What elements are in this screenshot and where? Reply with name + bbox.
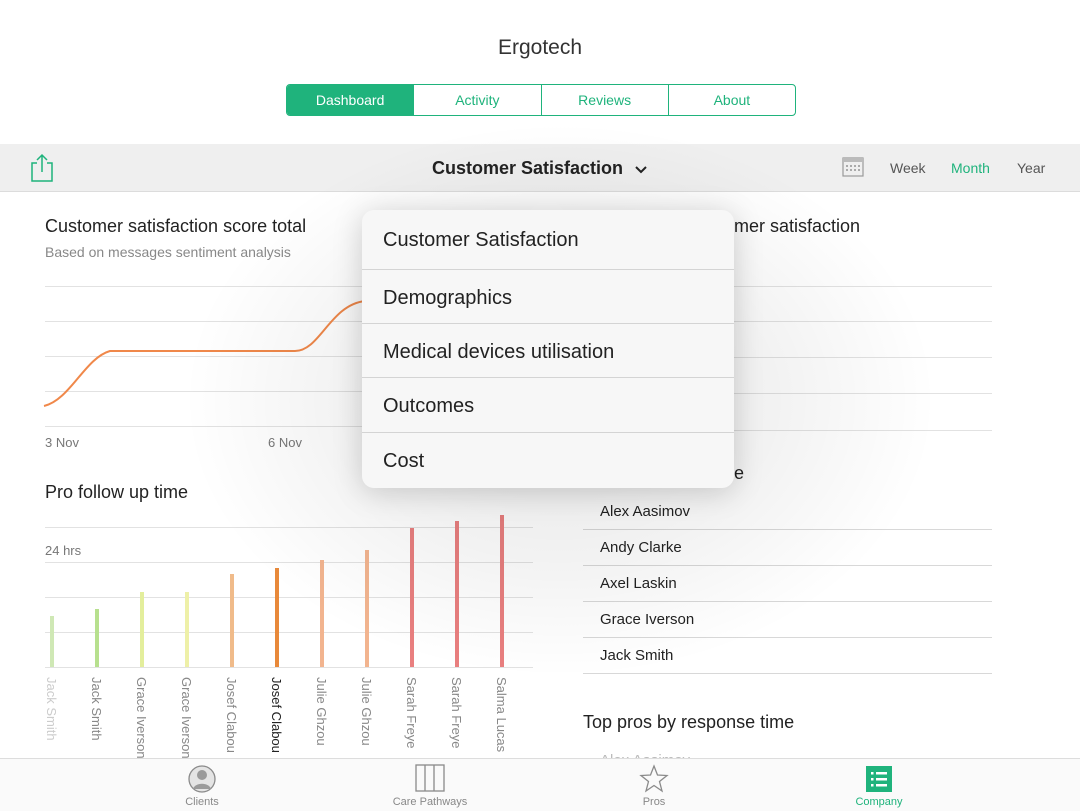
bar-label: Julie Ghzou xyxy=(314,677,329,746)
list-item[interactable]: Grace Iverson xyxy=(583,602,992,638)
grid-line xyxy=(734,393,992,394)
list-item-name: Jack Smith xyxy=(600,647,673,664)
list-item-name: Andy Clarke xyxy=(600,539,682,556)
grid-line xyxy=(45,667,533,668)
bar-label: Sarah Freye xyxy=(449,677,464,749)
toolbar-title[interactable]: Customer Satisfaction xyxy=(0,158,1080,180)
grid-line xyxy=(45,597,533,598)
tab-activity[interactable]: Activity xyxy=(413,85,540,115)
tab-reviews[interactable]: Reviews xyxy=(540,85,668,115)
menu-item-cost[interactable]: Cost xyxy=(362,433,734,487)
chevron-down-icon xyxy=(634,159,648,180)
followup-bar xyxy=(455,521,459,667)
period-week[interactable]: Week xyxy=(890,160,926,176)
dropdown-menu: Customer Satisfaction Demographics Medic… xyxy=(362,210,734,488)
care-pathways-icon xyxy=(415,764,445,792)
bar-label: Jack Smith xyxy=(44,677,59,741)
menu-item-demographics[interactable]: Demographics xyxy=(362,270,734,324)
score-line-chart xyxy=(43,300,366,407)
tabbar-care-pathways[interactable]: Care Pathways xyxy=(340,758,520,810)
menu-item-customer-satisfaction[interactable]: Customer Satisfaction xyxy=(362,210,734,270)
followup-bar xyxy=(185,592,189,667)
list-item-name: Alex Aasimov xyxy=(600,503,690,520)
grid-line xyxy=(45,286,375,287)
grid-line xyxy=(45,632,533,633)
grid-line xyxy=(45,426,375,427)
list-item[interactable]: Axel Laskin xyxy=(583,566,992,602)
grid-line xyxy=(734,430,992,431)
menu-item-label: Demographics xyxy=(383,287,512,309)
list-item[interactable]: Jack Smith xyxy=(583,638,992,674)
tabbar-label: Care Pathways xyxy=(392,796,468,808)
bar-label: Grace Iverson xyxy=(179,677,194,759)
score-line xyxy=(43,300,366,407)
toolbar-title-text: Customer Satisfaction xyxy=(432,158,623,178)
company-list-icon xyxy=(866,766,892,792)
bar-label: Josef Clabou xyxy=(269,677,284,753)
toolbar xyxy=(0,144,1080,192)
app-title: Ergotech xyxy=(497,36,583,59)
followup-bar xyxy=(365,550,369,667)
bar-label: Grace Iverson xyxy=(134,677,149,759)
followup-bar xyxy=(50,616,54,667)
people-list-title: e xyxy=(734,463,744,484)
calendar-icon[interactable] xyxy=(842,157,864,177)
x-tick-label: 3 Nov xyxy=(45,435,79,450)
menu-item-outcomes[interactable]: Outcomes xyxy=(362,378,734,433)
star-icon xyxy=(639,764,669,793)
share-icon[interactable] xyxy=(30,153,54,183)
clients-icon xyxy=(188,765,216,793)
grid-line xyxy=(734,357,992,358)
followup-bar xyxy=(320,560,324,667)
menu-item-label: Customer Satisfaction xyxy=(383,229,579,251)
grid-line xyxy=(734,321,992,322)
bar-label: Josef Clabou xyxy=(224,677,239,753)
grid-line xyxy=(734,286,992,287)
menu-item-label: Cost xyxy=(383,450,425,472)
y-axis-label: 24 hrs xyxy=(45,543,82,558)
list-item[interactable]: Alex Aasimov xyxy=(583,494,992,530)
score-chart-subtitle: Based on messages sentiment analysis xyxy=(45,244,291,260)
tabbar-label: Pros xyxy=(642,796,666,808)
followup-bar xyxy=(275,568,279,667)
list-item-name: Grace Iverson xyxy=(600,611,694,628)
grid-line xyxy=(45,527,533,528)
grid-line xyxy=(45,391,375,392)
tab-dashboard[interactable]: Dashboard xyxy=(287,85,414,115)
right-chart-title: mer satisfaction xyxy=(734,216,860,237)
top-pros-title: Top pros by response time xyxy=(583,712,795,732)
period-year[interactable]: Year xyxy=(1017,160,1046,176)
grid-line xyxy=(45,356,375,357)
tab-about[interactable]: About xyxy=(667,85,795,115)
tab-bar xyxy=(0,758,1080,811)
list-item[interactable]: Andy Clarke xyxy=(583,530,992,566)
bar-label: Jack Smith xyxy=(89,677,104,741)
followup-bar xyxy=(230,574,234,667)
segmented-control: Dashboard Activity Reviews About xyxy=(286,84,796,116)
followup-chart-title: Pro follow up time xyxy=(45,482,189,502)
followup-bar xyxy=(500,515,504,667)
tabbar-company[interactable]: Company xyxy=(789,758,969,810)
popover-arrow xyxy=(530,194,564,211)
followup-bar xyxy=(140,592,144,667)
tabbar-clients[interactable]: Clients xyxy=(112,758,292,810)
x-tick-label: 6 Nov xyxy=(268,435,302,450)
followup-bars: Jack Smith Jack Smith Grace Iverson Grace I… xyxy=(0,500,560,760)
menu-item-medical-devices[interactable]: Medical devices utilisation xyxy=(362,324,734,378)
menu-item-label: Medical devices utilisation xyxy=(383,341,615,363)
bar-label: Salma Lucas xyxy=(494,677,509,753)
bar-label: Sarah Freye xyxy=(404,677,419,749)
menu-item-label: Outcomes xyxy=(383,395,475,417)
followup-bar xyxy=(95,609,99,667)
grid-line xyxy=(45,321,375,322)
score-chart-title: Customer satisfaction score total xyxy=(45,216,307,236)
period-month[interactable]: Month xyxy=(951,160,990,176)
tabbar-pros[interactable]: Pros xyxy=(564,758,744,810)
list-item-name: Axel Laskin xyxy=(600,575,677,592)
tabbar-label: Company xyxy=(855,796,903,808)
bar-label: Julie Ghzou xyxy=(359,677,374,746)
grid-line xyxy=(45,562,533,563)
tabbar-label: Clients xyxy=(185,796,219,808)
followup-bar xyxy=(410,528,414,667)
